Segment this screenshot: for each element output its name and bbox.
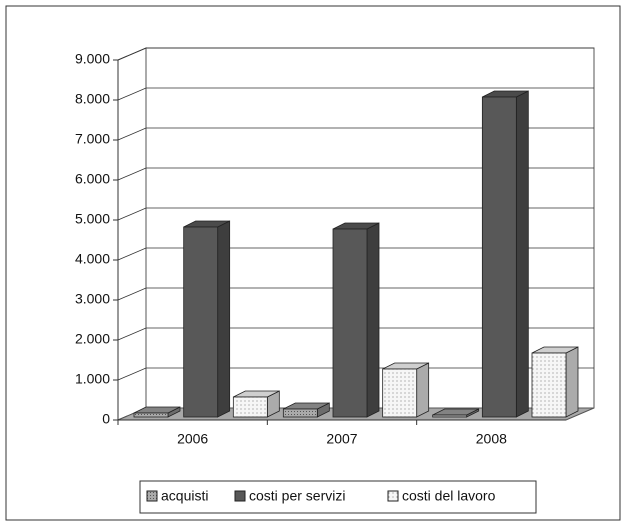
- y-tick-label: 9.000: [75, 51, 110, 67]
- legend-swatch: [387, 490, 399, 502]
- side-wall: [117, 47, 147, 421]
- y-tick-label: 3.000: [75, 291, 110, 307]
- y-tick-label: 1.000: [75, 371, 110, 387]
- y-tick-label: 5.000: [75, 211, 110, 227]
- y-tick-label: 8.000: [75, 91, 110, 107]
- bar: [232, 396, 268, 418]
- grid-line: [117, 287, 594, 301]
- grid-line: [117, 247, 594, 261]
- bar: [481, 96, 517, 418]
- y-tick-label: 0: [102, 411, 110, 427]
- legend-box: [139, 480, 537, 514]
- grid-line: [117, 167, 594, 181]
- grid-line: [117, 127, 594, 141]
- legend-label: costi per servizi: [249, 488, 345, 504]
- legend-swatch: [234, 490, 246, 502]
- bar: [183, 226, 219, 418]
- legend-label: acquisti: [161, 488, 208, 504]
- legend-swatch: [146, 490, 158, 502]
- grid-line: [117, 327, 594, 341]
- legend-label: costi del lavoro: [402, 488, 496, 504]
- y-tick-label: 6.000: [75, 171, 110, 187]
- bar-side: [565, 346, 579, 418]
- y-tick-label: 4.000: [75, 251, 110, 267]
- bar-side: [515, 90, 529, 418]
- y-tick-label: 2.000: [75, 331, 110, 347]
- x-tick-label: 2008: [476, 431, 507, 447]
- bar: [531, 352, 567, 418]
- grid-line: [117, 87, 594, 101]
- bar: [133, 412, 169, 418]
- bar-side: [366, 222, 380, 418]
- grid-line: [117, 47, 594, 61]
- grid-line: [117, 367, 594, 381]
- y-tick-label: 7.000: [75, 131, 110, 147]
- bar: [332, 228, 368, 418]
- bar-side: [416, 362, 430, 418]
- bar: [432, 414, 468, 418]
- grid-line: [117, 207, 594, 221]
- x-tick-label: 2007: [326, 431, 357, 447]
- bar-side: [217, 220, 231, 418]
- x-tick-label: 2006: [177, 431, 208, 447]
- bar: [282, 408, 318, 418]
- bar: [382, 368, 418, 418]
